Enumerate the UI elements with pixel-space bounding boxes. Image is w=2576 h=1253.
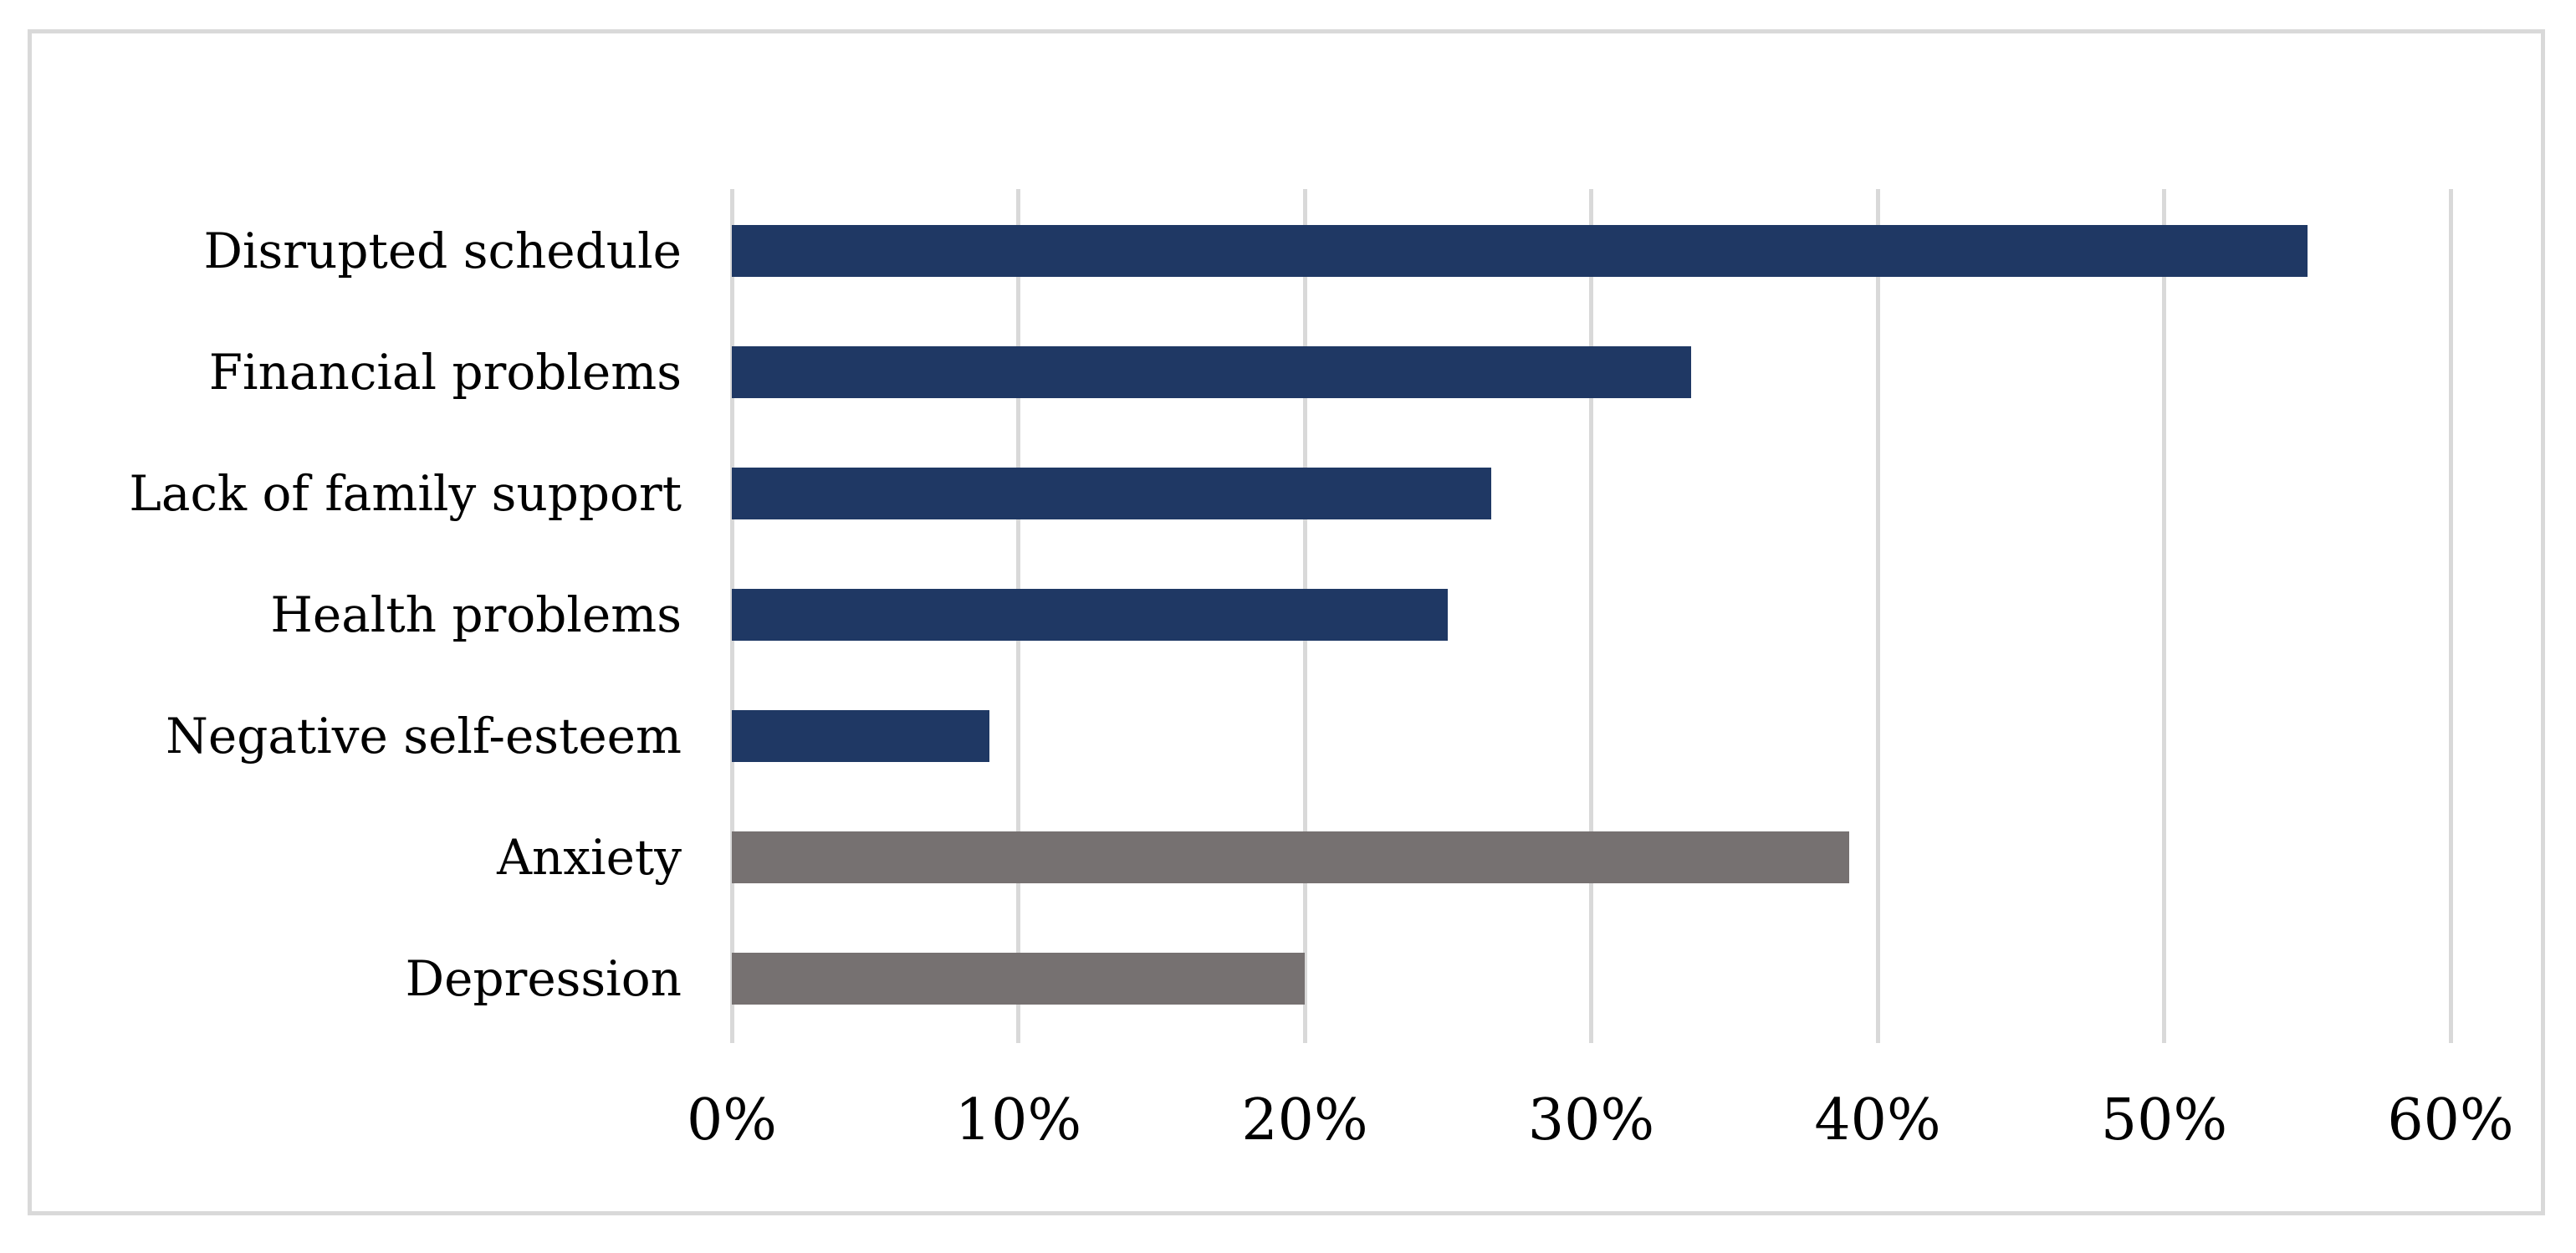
- bar: [732, 589, 1449, 641]
- gridline: [1875, 189, 1880, 1043]
- category-label: Financial problems: [208, 344, 682, 401]
- x-tick-label: 10%: [954, 1087, 1082, 1153]
- gridline: [2162, 189, 2166, 1043]
- bar: [732, 953, 1305, 1005]
- x-tick-label: 0%: [687, 1087, 777, 1153]
- gridline: [2448, 189, 2453, 1043]
- bar: [732, 468, 1491, 519]
- category-label: Disrupted schedule: [203, 222, 682, 279]
- x-tick-label: 30%: [1527, 1087, 1655, 1153]
- x-tick-label: 20%: [1241, 1087, 1368, 1153]
- bar: [732, 831, 1849, 883]
- gridline: [1589, 189, 1593, 1043]
- x-tick-label: 60%: [2387, 1087, 2514, 1153]
- category-label: Health problems: [270, 586, 682, 643]
- x-tick-label: 50%: [2100, 1087, 2228, 1153]
- x-tick-label: 40%: [1814, 1087, 1941, 1153]
- bar: [732, 346, 1692, 398]
- category-label: Depression: [405, 950, 682, 1007]
- category-label: Lack of family support: [129, 465, 682, 522]
- bar: [732, 710, 990, 762]
- category-label: Negative self-esteem: [166, 708, 682, 765]
- category-label: Anxiety: [497, 829, 682, 886]
- bar: [732, 225, 2308, 277]
